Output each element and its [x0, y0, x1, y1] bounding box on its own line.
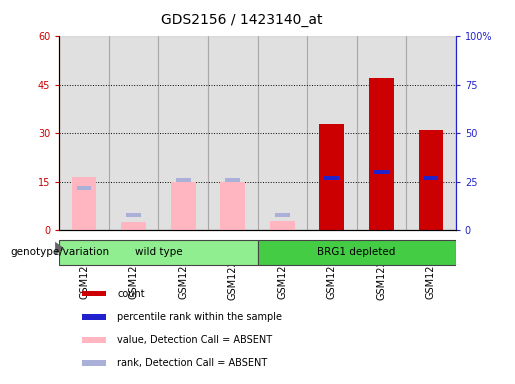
- Bar: [419, 130, 443, 230]
- Text: wild type: wild type: [134, 247, 182, 257]
- Bar: [109, 36, 158, 230]
- Text: percentile rank within the sample: percentile rank within the sample: [117, 312, 282, 322]
- Text: BRG1 depleted: BRG1 depleted: [317, 247, 396, 257]
- Bar: [208, 36, 258, 230]
- Bar: [81, 291, 106, 296]
- Text: GDS2156 / 1423140_at: GDS2156 / 1423140_at: [161, 13, 323, 27]
- Bar: [81, 314, 106, 320]
- Text: value, Detection Call = ABSENT: value, Detection Call = ABSENT: [117, 335, 272, 345]
- Bar: [158, 36, 208, 230]
- Bar: [406, 36, 456, 230]
- Bar: [81, 337, 106, 343]
- Bar: [121, 222, 146, 230]
- Bar: [72, 177, 96, 230]
- Bar: [319, 124, 344, 230]
- Bar: [81, 360, 106, 366]
- Bar: [374, 170, 389, 174]
- Bar: [369, 78, 394, 230]
- Bar: [258, 36, 307, 230]
- Text: count: count: [117, 288, 145, 299]
- Bar: [324, 176, 339, 180]
- Bar: [356, 36, 406, 230]
- Bar: [220, 182, 245, 230]
- Bar: [126, 213, 141, 217]
- Bar: [225, 178, 240, 182]
- Polygon shape: [55, 242, 64, 255]
- Bar: [59, 240, 258, 265]
- Bar: [423, 176, 438, 180]
- Text: genotype/variation: genotype/variation: [10, 247, 109, 257]
- Bar: [270, 221, 295, 230]
- Bar: [171, 182, 196, 230]
- Bar: [275, 213, 290, 217]
- Bar: [59, 36, 109, 230]
- Bar: [176, 178, 191, 182]
- Bar: [258, 240, 456, 265]
- Bar: [307, 36, 356, 230]
- Text: rank, Detection Call = ABSENT: rank, Detection Call = ABSENT: [117, 358, 268, 368]
- Bar: [77, 186, 92, 190]
